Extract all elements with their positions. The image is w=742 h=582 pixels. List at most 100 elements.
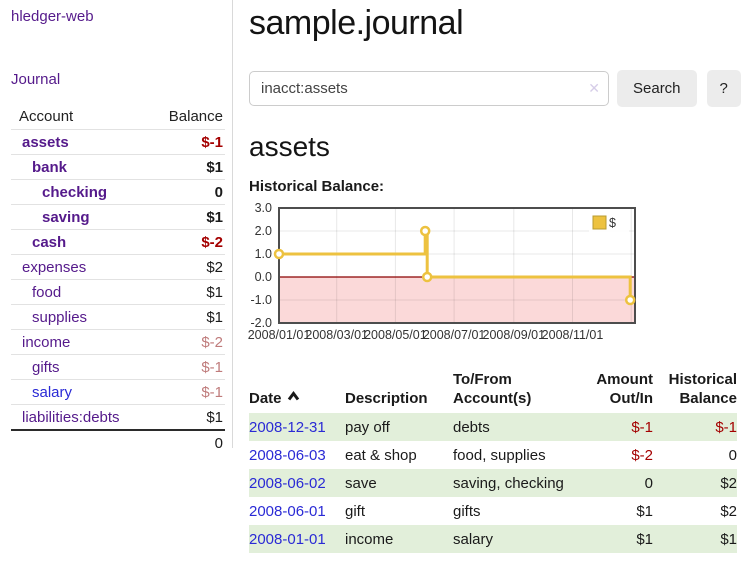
account-link[interactable]: food — [32, 284, 62, 301]
account-heading: assets — [249, 131, 330, 162]
search-button[interactable]: Search — [617, 70, 697, 107]
balance-column-header: Balance — [168, 108, 223, 125]
account-row: bank $1 — [11, 154, 225, 180]
transaction-amount: 0 — [644, 475, 653, 492]
balance-column-header-register: Historical Balance — [668, 371, 737, 407]
account-balance: 0 — [145, 179, 225, 205]
account-link[interactable]: gifts — [32, 359, 60, 376]
account-balance: $1 — [145, 154, 225, 180]
transaction-date-link[interactable]: 2008-12-31 — [249, 419, 326, 436]
sort-asc-icon — [287, 391, 299, 401]
account-row: gifts $-1 — [11, 354, 225, 380]
transaction-amount: $-1 — [631, 419, 653, 436]
transaction-accounts: saving, checking — [453, 475, 564, 492]
account-balance: $2 — [145, 254, 225, 280]
transaction-accounts: food, supplies — [453, 447, 546, 464]
transaction-date-link[interactable]: 2008-06-01 — [249, 503, 326, 520]
description-column-header: Description — [345, 390, 428, 407]
transaction-date-link[interactable]: 2008-06-02 — [249, 475, 326, 492]
svg-text:2.0: 2.0 — [255, 224, 272, 238]
transaction-accounts: debts — [453, 419, 490, 436]
account-balance: $1 — [145, 204, 225, 230]
svg-text:2008/05/01: 2008/05/01 — [364, 328, 427, 342]
search-input[interactable] — [249, 71, 609, 106]
account-row: income $-2 — [11, 329, 225, 355]
transaction-date-link[interactable]: 2008-06-03 — [249, 447, 326, 464]
transaction-balance: $1 — [720, 531, 737, 548]
transaction-description: eat & shop — [345, 447, 417, 464]
help-button[interactable]: ? — [706, 70, 741, 107]
account-balance: $-1 — [145, 129, 225, 155]
account-link[interactable]: saving — [42, 209, 90, 226]
search-form: ✕ Search ? — [249, 70, 741, 107]
svg-text:2008/11/01: 2008/11/01 — [542, 328, 604, 342]
account-balance: $-1 — [145, 354, 225, 380]
account-row: cash $-2 — [11, 229, 225, 255]
transaction-amount: $-2 — [631, 447, 653, 464]
account-row: saving $1 — [11, 204, 225, 230]
transaction-balance: $2 — [720, 475, 737, 492]
svg-text:2008/07/01: 2008/07/01 — [423, 328, 486, 342]
account-tree-body: assets $-1 bank $1 checking 0 saving $1 cash $-2 e… — [11, 129, 225, 430]
account-link[interactable]: bank — [32, 159, 68, 176]
transaction-row: 2008-06-03 eat & shop food, supplies $-2 0 — [249, 441, 737, 469]
date-column-header[interactable]: Date — [249, 367, 345, 413]
account-row: supplies $1 — [11, 304, 225, 330]
svg-text:3.0: 3.0 — [255, 201, 272, 215]
account-balance: $-1 — [145, 379, 225, 405]
total-row: 0 — [11, 429, 225, 455]
search-input-wrap: ✕ — [249, 71, 609, 106]
svg-text:2008/03/01: 2008/03/01 — [305, 328, 368, 342]
svg-text:-2.0: -2.0 — [250, 316, 272, 330]
app-title: hledger-web — [11, 8, 224, 25]
svg-text:2008/09/01: 2008/09/01 — [483, 328, 546, 342]
chart-label: Historical Balance: — [249, 178, 385, 195]
account-row: salary $-1 — [11, 379, 225, 405]
transaction-accounts: salary — [453, 531, 494, 548]
account-link[interactable]: salary — [32, 384, 73, 401]
page-title: sample.journal — [249, 4, 464, 42]
account-row: checking 0 — [11, 179, 225, 205]
transaction-row: 2008-01-01 income salary $1 $1 — [249, 525, 737, 553]
account-row: expenses $2 — [11, 254, 225, 280]
total-balance: 0 — [145, 429, 225, 455]
transaction-description: pay off — [345, 419, 390, 436]
amount-column-header: Amount Out/In — [596, 371, 653, 407]
account-link[interactable]: checking — [42, 184, 108, 201]
account-balance: $1 — [145, 279, 225, 305]
svg-text:-1.0: -1.0 — [250, 293, 272, 307]
account-link[interactable]: assets — [22, 134, 69, 151]
account-column-header: Account — [19, 108, 74, 125]
app-title-link[interactable]: hledger-web — [11, 8, 94, 25]
transaction-date-link[interactable]: 2008-01-01 — [249, 531, 326, 548]
svg-text:$: $ — [609, 216, 616, 230]
journal-link[interactable]: Journal — [11, 71, 61, 88]
transaction-amount: $1 — [636, 503, 653, 520]
account-balance: $-2 — [145, 329, 225, 355]
clear-search-icon[interactable]: ✕ — [588, 80, 600, 96]
main-content: sample.journal ✕ Search ? assets Histori… — [233, 0, 742, 553]
transaction-description: gift — [345, 503, 366, 520]
svg-text:1.0: 1.0 — [255, 247, 272, 261]
account-row: assets $-1 — [11, 129, 225, 155]
account-link[interactable]: cash — [32, 234, 67, 251]
account-link[interactable]: expenses — [22, 259, 87, 276]
transaction-row: 2008-06-02 save saving, checking 0 $2 — [249, 469, 737, 497]
account-tree: Account Balance assets $-1 bank $1 checking 0… — [11, 104, 225, 455]
svg-text:2008/01/01: 2008/01/01 — [248, 328, 311, 342]
transaction-balance: $-1 — [715, 419, 737, 436]
account-balance: $1 — [145, 304, 225, 330]
transaction-amount: $1 — [636, 531, 653, 548]
transaction-row: 2008-12-31 pay off debts $-1 $-1 — [249, 413, 737, 441]
account-link[interactable]: income — [22, 334, 71, 351]
transaction-accounts: gifts — [453, 503, 481, 520]
account-row: liabilities:debts $1 — [11, 404, 225, 430]
transaction-balance: 0 — [728, 447, 737, 464]
account-row: food $1 — [11, 279, 225, 305]
register-header-row: Date Description To/From Account(s) Amou… — [249, 367, 737, 413]
account-link[interactable]: supplies — [32, 309, 88, 326]
account-balance: $-2 — [145, 229, 225, 255]
svg-text:0.0: 0.0 — [255, 270, 272, 284]
account-link[interactable]: liabilities:debts — [22, 409, 120, 426]
historical-balance-chart[interactable]: $3.0 2.0 1.0 0.0 -1.0 -2.0 2008/01/01 2008/03/0… — [248, 201, 641, 347]
